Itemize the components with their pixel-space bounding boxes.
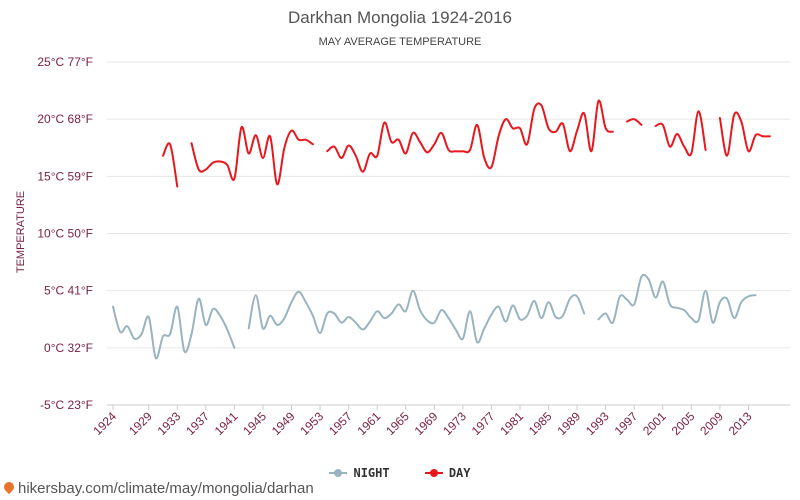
x-tick-label: 1997 xyxy=(612,409,641,438)
legend-item-day[interactable]: DAY xyxy=(424,466,471,480)
chart-title: Darkhan Mongolia 1924-2016 xyxy=(288,8,512,27)
series-day-line xyxy=(326,99,614,173)
x-tick-label: 1965 xyxy=(383,409,412,438)
x-tick-label: 1957 xyxy=(326,409,355,438)
series-lines xyxy=(112,99,771,360)
y-tick-label: 0°C 32°F xyxy=(44,341,93,355)
legend-night-label: NIGHT xyxy=(353,466,390,480)
y-tick-labels: -5°C 23°F 0°C 32°F 5°C 41°F 10°C 50°F 15°C 5… xyxy=(37,55,93,412)
legend-day-swatch xyxy=(424,469,443,477)
series-night-line xyxy=(597,273,757,325)
series-day-line xyxy=(718,111,771,157)
source-link[interactable]: hikersbay.com/climate/may/mongolia/darha… xyxy=(1,479,314,497)
x-tick-label: 1933 xyxy=(155,409,184,438)
source-link-text: hikersbay.com/climate/may/mongolia/darha… xyxy=(18,480,314,497)
x-tick-labels: 1924 1929 1933 1937 1941 1945 1949 1953 1957 1961… xyxy=(90,409,754,438)
series-day-line xyxy=(190,126,314,186)
x-tick-label: 1977 xyxy=(469,409,498,438)
legend-night-swatch xyxy=(329,469,348,477)
y-tick-label: 15°C 59°F xyxy=(37,169,93,183)
x-tick-label: 2013 xyxy=(726,409,755,438)
series-day-line xyxy=(654,110,707,157)
x-tick-label: 1985 xyxy=(526,409,555,438)
x-tick-label: 2001 xyxy=(640,409,669,438)
x-tick-label: 1937 xyxy=(183,409,212,438)
x-tick-label: 2005 xyxy=(669,409,698,438)
series-night-line xyxy=(247,289,586,344)
series-day-line xyxy=(626,118,643,126)
x-tick-label: 1981 xyxy=(497,409,526,438)
series-day-line xyxy=(162,142,179,188)
y-tick-label: 20°C 68°F xyxy=(37,112,93,126)
legend: NIGHT DAY xyxy=(0,463,800,480)
x-tick-label: 1949 xyxy=(269,409,298,438)
x-tick-label: 1941 xyxy=(212,409,241,438)
y-tick-label: -5°C 23°F xyxy=(40,398,93,412)
location-pin-icon xyxy=(1,479,17,495)
y-tick-label: 25°C 77°F xyxy=(37,55,93,69)
y-axis-label: TEMPERATURE xyxy=(15,191,27,273)
series-night-line xyxy=(112,297,236,360)
x-tick-label: 1961 xyxy=(355,409,384,438)
x-tick-label: 1953 xyxy=(297,409,326,438)
y-tick-label: 5°C 41°F xyxy=(44,284,93,298)
x-tick-label: 1993 xyxy=(583,409,612,438)
grid-lines xyxy=(107,61,790,410)
x-tick-label: 1924 xyxy=(90,409,119,438)
x-tick-label: 1989 xyxy=(554,409,583,438)
legend-item-night[interactable]: NIGHT xyxy=(329,466,390,480)
x-tick-label: 1973 xyxy=(440,409,469,438)
x-tick-label: 1929 xyxy=(126,409,155,438)
legend-day-label: DAY xyxy=(448,466,471,480)
y-tick-label: 10°C 50°F xyxy=(37,227,93,241)
chart-subtitle: MAY AVERAGE TEMPERATURE xyxy=(318,36,482,48)
x-tick-label: 2009 xyxy=(697,409,726,438)
x-tick-label: 1945 xyxy=(240,409,269,438)
x-tick-label: 1969 xyxy=(412,409,441,438)
